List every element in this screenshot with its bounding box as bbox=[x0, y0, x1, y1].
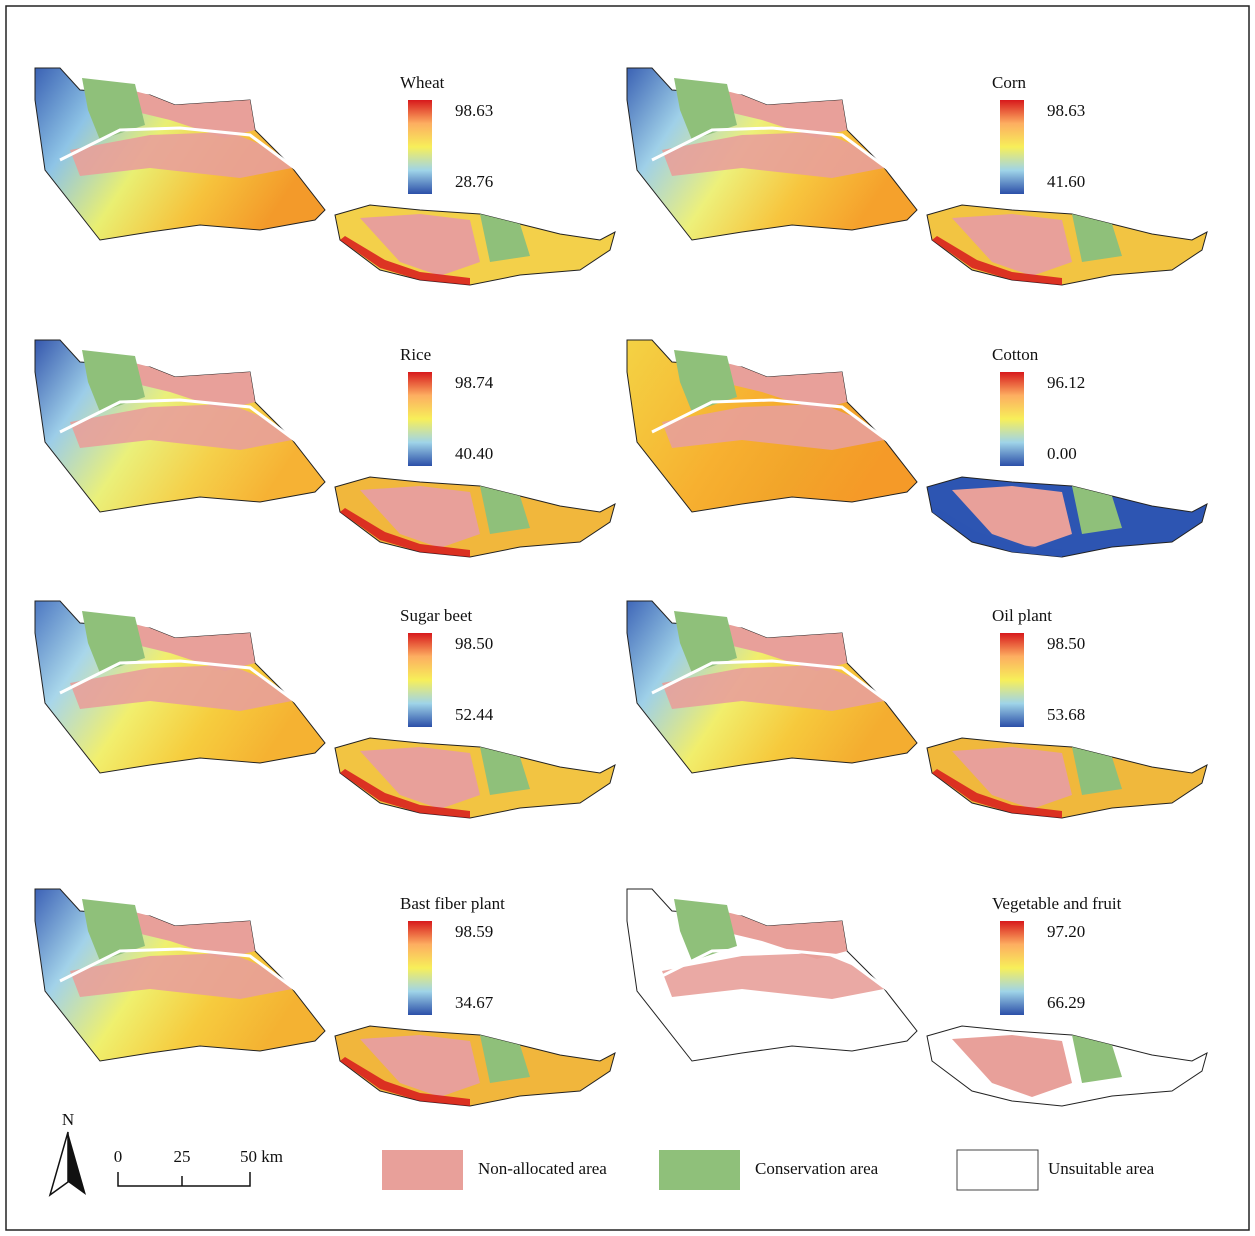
map-panel: Vegetable and fruit 97.20 66.29 bbox=[627, 889, 1207, 1106]
colorbar-max: 98.50 bbox=[1047, 634, 1085, 653]
panel-title: Rice bbox=[400, 345, 431, 364]
legend: Non-allocated area Conservation area Uns… bbox=[382, 1150, 1155, 1190]
legend-label: Non-allocated area bbox=[478, 1159, 607, 1178]
colorbar-max: 96.12 bbox=[1047, 373, 1085, 392]
colorbar bbox=[1000, 372, 1024, 466]
scale-label: 0 bbox=[114, 1147, 123, 1166]
colorbar bbox=[408, 372, 432, 466]
colorbar-min: 0.00 bbox=[1047, 444, 1077, 463]
colorbar bbox=[408, 100, 432, 194]
panel-title: Vegetable and fruit bbox=[992, 894, 1122, 913]
legend-label: Conservation area bbox=[755, 1159, 879, 1178]
north-arrow: N bbox=[50, 1110, 86, 1195]
map-panel: Corn 98.63 41.60 bbox=[627, 68, 1207, 285]
panel-title: Cotton bbox=[992, 345, 1039, 364]
colorbar bbox=[1000, 633, 1024, 727]
colorbar-max: 98.59 bbox=[455, 922, 493, 941]
panel-title: Wheat bbox=[400, 73, 445, 92]
colorbar-max: 97.20 bbox=[1047, 922, 1085, 941]
panel-title: Bast fiber plant bbox=[400, 894, 505, 913]
colorbar bbox=[408, 921, 432, 1015]
colorbar bbox=[408, 633, 432, 727]
scale-line bbox=[118, 1172, 250, 1186]
panel-title: Corn bbox=[992, 73, 1027, 92]
arrow-right bbox=[68, 1132, 86, 1195]
colorbar-max: 98.63 bbox=[455, 101, 493, 120]
figure: Wheat 98.63 28.76 Corn 98.63 41.60 Rice 98.74 40… bbox=[0, 0, 1255, 1236]
colorbar-min: 41.60 bbox=[1047, 172, 1085, 191]
colorbar-max: 98.74 bbox=[455, 373, 494, 392]
colorbar-min: 40.40 bbox=[455, 444, 493, 463]
colorbar bbox=[1000, 921, 1024, 1015]
map-panel: Bast fiber plant 98.59 34.67 bbox=[35, 889, 615, 1106]
legend-swatch bbox=[382, 1150, 463, 1190]
legend-label: Unsuitable area bbox=[1048, 1159, 1155, 1178]
panel-title: Oil plant bbox=[992, 606, 1052, 625]
panels: Wheat 98.63 28.76 Corn 98.63 41.60 Rice 98.74 40… bbox=[35, 68, 1207, 1106]
map-panel: Wheat 98.63 28.76 bbox=[35, 68, 615, 285]
scale-bar: 0 25 50 km bbox=[114, 1147, 283, 1186]
colorbar-min: 28.76 bbox=[455, 172, 493, 191]
colorbar-min: 53.68 bbox=[1047, 705, 1085, 724]
colorbar-max: 98.63 bbox=[1047, 101, 1085, 120]
panel-title: Sugar beet bbox=[400, 606, 473, 625]
map-panel: Cotton 96.12 0.00 bbox=[627, 340, 1207, 557]
scale-label: 50 km bbox=[240, 1147, 283, 1166]
north-label: N bbox=[62, 1110, 74, 1129]
colorbar-min: 66.29 bbox=[1047, 993, 1085, 1012]
map-panel: Oil plant 98.50 53.68 bbox=[627, 601, 1207, 818]
colorbar bbox=[1000, 100, 1024, 194]
colorbar-min: 34.67 bbox=[455, 993, 494, 1012]
colorbar-max: 98.50 bbox=[455, 634, 493, 653]
arrow-left bbox=[50, 1132, 68, 1195]
map-panel: Rice 98.74 40.40 bbox=[35, 340, 615, 557]
legend-swatch bbox=[659, 1150, 740, 1190]
legend-swatch bbox=[957, 1150, 1038, 1190]
scale-label: 25 bbox=[174, 1147, 191, 1166]
map-panel: Sugar beet 98.50 52.44 bbox=[35, 601, 615, 818]
colorbar-min: 52.44 bbox=[455, 705, 494, 724]
